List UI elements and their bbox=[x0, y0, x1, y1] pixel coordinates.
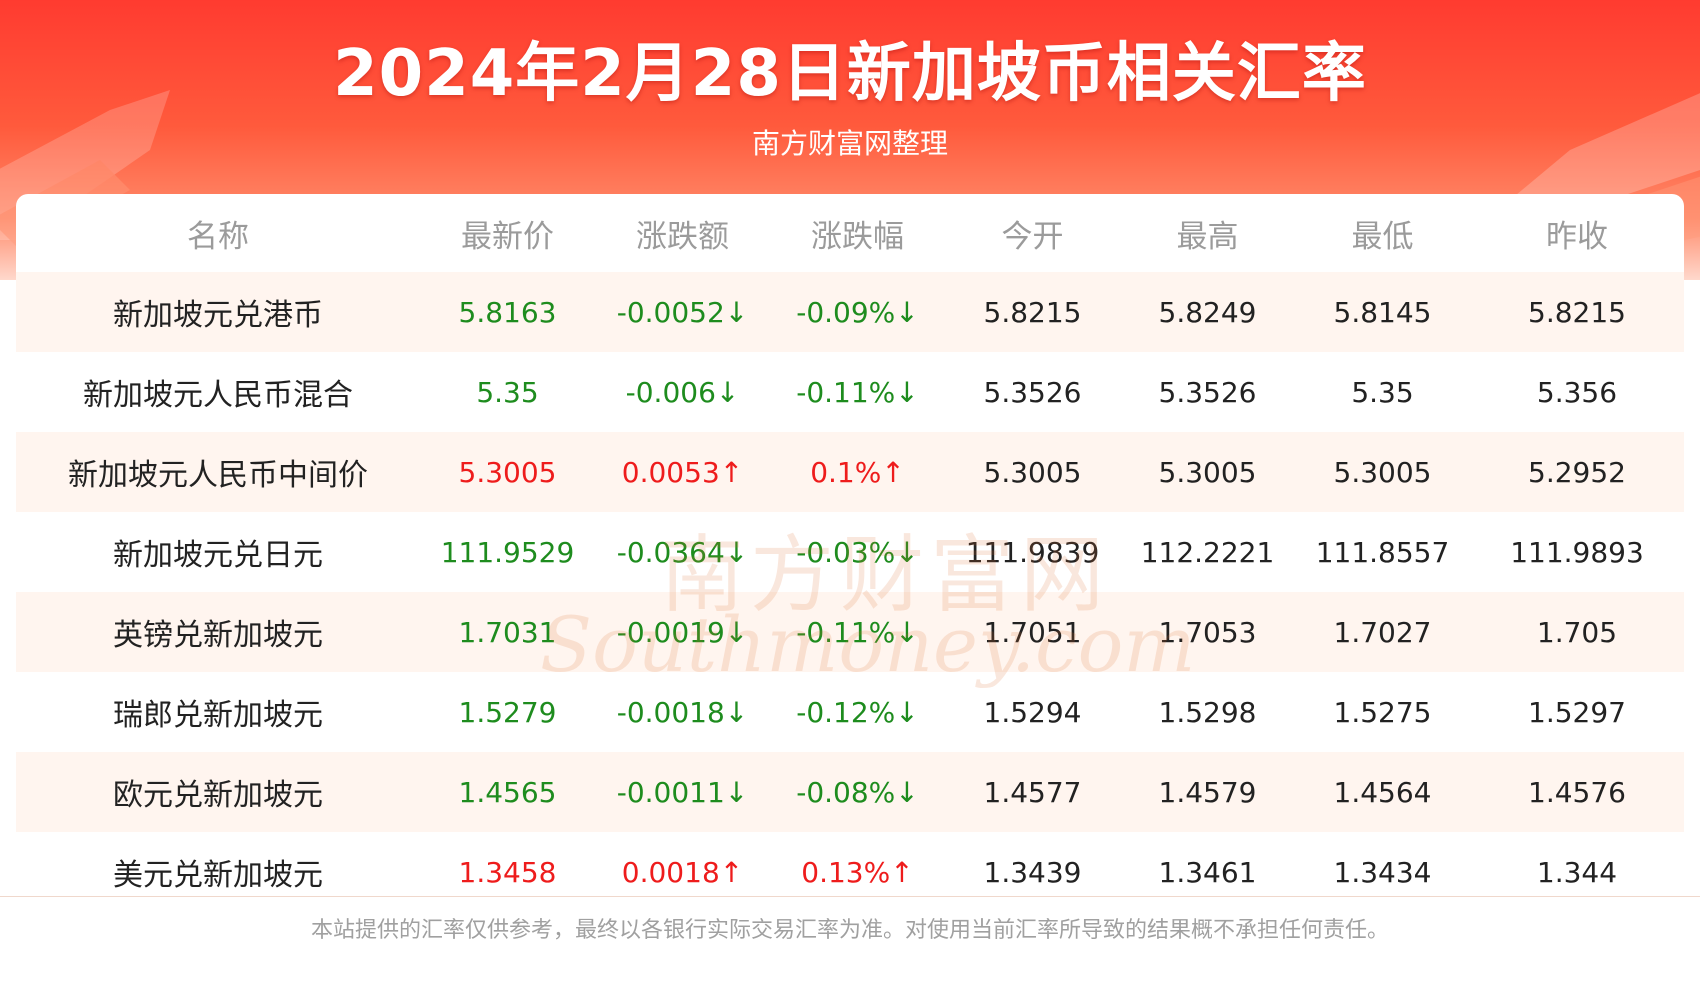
rates-table: 名称 最新价 涨跌额 涨跌幅 今开 最高 最低 昨收 新加坡元兑港币 5.816… bbox=[16, 194, 1684, 894]
row-change-pct: -0.11%↓ bbox=[770, 592, 945, 672]
row-open: 111.9839 bbox=[945, 512, 1120, 592]
row-name: 新加坡元兑港币 bbox=[16, 272, 420, 352]
column-header-change: 涨跌额 bbox=[636, 218, 729, 255]
row-high: 1.5298 bbox=[1120, 672, 1295, 752]
row-change-pct: -0.12%↓ bbox=[770, 672, 945, 752]
row-name: 美元兑新加坡元 bbox=[16, 832, 420, 894]
row-latest: 5.35 bbox=[420, 352, 595, 432]
table-row: 欧元兑新加坡元 1.4565 -0.0011↓ -0.08%↓ 1.4577 1… bbox=[16, 752, 1684, 832]
page-title: 2024年2月28日新加坡币相关汇率 bbox=[333, 37, 1367, 111]
row-name: 英镑兑新加坡元 bbox=[16, 592, 420, 672]
row-name: 新加坡元人民币中间价 bbox=[16, 432, 420, 512]
table-row: 新加坡元人民币混合 5.35 -0.006↓ -0.11%↓ 5.3526 5.… bbox=[16, 352, 1684, 432]
row-open: 1.4577 bbox=[945, 752, 1120, 832]
row-prev-close: 5.2952 bbox=[1470, 432, 1684, 512]
row-latest: 5.8163 bbox=[420, 272, 595, 352]
row-open: 1.3439 bbox=[945, 832, 1120, 894]
column-header-latest: 最新价 bbox=[461, 218, 554, 255]
row-change: -0.0364↓ bbox=[595, 512, 770, 592]
row-low: 1.7027 bbox=[1295, 592, 1470, 672]
table-row: 新加坡元兑日元 111.9529 -0.0364↓ -0.03%↓ 111.98… bbox=[16, 512, 1684, 592]
row-prev-close: 111.9893 bbox=[1470, 512, 1684, 592]
row-low: 5.3005 bbox=[1295, 432, 1470, 512]
row-open: 1.5294 bbox=[945, 672, 1120, 752]
row-name: 新加坡元兑日元 bbox=[16, 512, 420, 592]
row-change: -0.0052↓ bbox=[595, 272, 770, 352]
row-open: 5.3526 bbox=[945, 352, 1120, 432]
row-change: -0.0018↓ bbox=[595, 672, 770, 752]
row-low: 1.4564 bbox=[1295, 752, 1470, 832]
column-header-open: 今开 bbox=[1001, 218, 1064, 255]
row-change-pct: -0.11%↓ bbox=[770, 352, 945, 432]
table-row: 新加坡元兑港币 5.8163 -0.0052↓ -0.09%↓ 5.8215 5… bbox=[16, 272, 1684, 352]
row-change: 0.0018↑ bbox=[595, 832, 770, 894]
row-high: 1.7053 bbox=[1120, 592, 1295, 672]
row-prev-close: 1.5297 bbox=[1470, 672, 1684, 752]
footer-divider bbox=[0, 896, 1700, 897]
row-change-pct: 0.1%↑ bbox=[770, 432, 945, 512]
row-latest: 1.4565 bbox=[420, 752, 595, 832]
page-subtitle: 南方财富网整理 bbox=[751, 127, 948, 160]
table-row: 新加坡元人民币中间价 5.3005 0.0053↑ 0.1%↑ 5.3005 5… bbox=[16, 432, 1684, 512]
table-row: 美元兑新加坡元 1.3458 0.0018↑ 0.13%↑ 1.3439 1.3… bbox=[16, 832, 1684, 894]
row-latest: 1.5279 bbox=[420, 672, 595, 752]
row-high: 5.3526 bbox=[1120, 352, 1295, 432]
row-high: 5.8249 bbox=[1120, 272, 1295, 352]
rates-table-card: 名称 最新价 涨跌额 涨跌幅 今开 最高 最低 昨收 新加坡元兑港币 5.816… bbox=[16, 194, 1684, 894]
column-header-name: 名称 bbox=[187, 218, 249, 255]
table-header-row: 名称 最新价 涨跌额 涨跌幅 今开 最高 最低 昨收 bbox=[16, 194, 1684, 272]
row-latest: 5.3005 bbox=[420, 432, 595, 512]
row-change: -0.006↓ bbox=[595, 352, 770, 432]
row-change: -0.0019↓ bbox=[595, 592, 770, 672]
column-header-high: 最高 bbox=[1176, 218, 1239, 255]
row-low: 5.35 bbox=[1295, 352, 1470, 432]
row-prev-close: 1.705 bbox=[1470, 592, 1684, 672]
row-high: 1.3461 bbox=[1120, 832, 1295, 894]
row-high: 5.3005 bbox=[1120, 432, 1295, 512]
row-prev-close: 1.4576 bbox=[1470, 752, 1684, 832]
table-row: 英镑兑新加坡元 1.7031 -0.0019↓ -0.11%↓ 1.7051 1… bbox=[16, 592, 1684, 672]
row-prev-close: 5.356 bbox=[1470, 352, 1684, 432]
row-prev-close: 1.344 bbox=[1470, 832, 1684, 894]
row-change-pct: 0.13%↑ bbox=[770, 832, 945, 894]
row-low: 5.8145 bbox=[1295, 272, 1470, 352]
column-header-low: 最低 bbox=[1351, 218, 1414, 255]
row-change: -0.0011↓ bbox=[595, 752, 770, 832]
row-low: 1.5275 bbox=[1295, 672, 1470, 752]
row-name: 瑞郎兑新加坡元 bbox=[16, 672, 420, 752]
row-open: 5.3005 bbox=[945, 432, 1120, 512]
row-latest: 1.7031 bbox=[420, 592, 595, 672]
row-high: 1.4579 bbox=[1120, 752, 1295, 832]
column-header-prev-close: 昨收 bbox=[1546, 218, 1608, 255]
row-change-pct: -0.08%↓ bbox=[770, 752, 945, 832]
row-low: 111.8557 bbox=[1295, 512, 1470, 592]
table-row: 瑞郎兑新加坡元 1.5279 -0.0018↓ -0.12%↓ 1.5294 1… bbox=[16, 672, 1684, 752]
row-open: 5.8215 bbox=[945, 272, 1120, 352]
row-name: 新加坡元人民币混合 bbox=[16, 352, 420, 432]
row-change-pct: -0.03%↓ bbox=[770, 512, 945, 592]
row-latest: 111.9529 bbox=[420, 512, 595, 592]
disclaimer-text: 本站提供的汇率仅供参考，最终以各银行实际交易汇率为准。对使用当前汇率所导致的结果… bbox=[310, 918, 1389, 943]
column-header-change-pct: 涨跌幅 bbox=[811, 218, 904, 255]
row-change: 0.0053↑ bbox=[595, 432, 770, 512]
row-open: 1.7051 bbox=[945, 592, 1120, 672]
row-prev-close: 5.8215 bbox=[1470, 272, 1684, 352]
row-low: 1.3434 bbox=[1295, 832, 1470, 894]
row-latest: 1.3458 bbox=[420, 832, 595, 894]
row-name: 欧元兑新加坡元 bbox=[16, 752, 420, 832]
row-change-pct: -0.09%↓ bbox=[770, 272, 945, 352]
row-high: 112.2221 bbox=[1120, 512, 1295, 592]
